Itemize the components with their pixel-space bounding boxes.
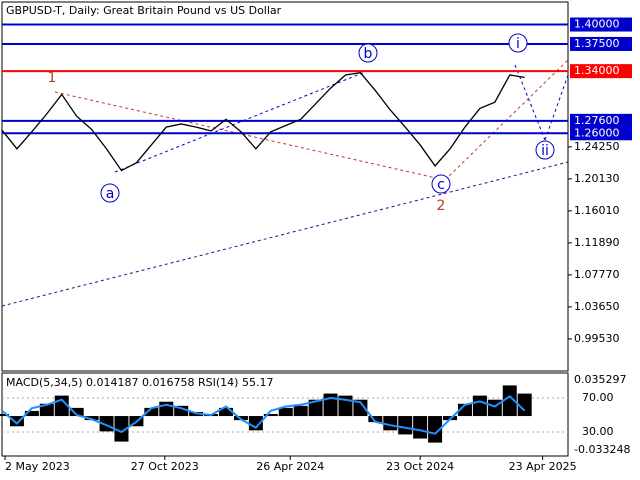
macd-bar xyxy=(114,416,129,442)
wave-label: a xyxy=(106,186,115,202)
wave-circle xyxy=(100,183,120,203)
y-tick-label: 1.11890 xyxy=(574,236,620,249)
macd-bar xyxy=(24,410,39,417)
chart-title: GBPUSD-T, Daily: Great Britain Pound vs … xyxy=(6,4,282,17)
macd-bar xyxy=(219,407,234,417)
macd-bar xyxy=(39,403,54,417)
macd-bar xyxy=(472,395,487,417)
level-label: 1.27600 xyxy=(574,114,620,127)
y-tick-label: 0.99530 xyxy=(574,332,620,345)
macd-bar xyxy=(263,414,278,417)
main-frame xyxy=(1,1,569,372)
y2-tick-label: 70.00 xyxy=(582,391,614,404)
y-tick-label: 1.16010 xyxy=(574,204,620,217)
wave-label: 2 xyxy=(437,198,446,214)
x-tick-label: 27 Oct 2023 xyxy=(131,460,199,473)
level-label-bg xyxy=(570,17,632,32)
level-label-bg xyxy=(570,113,632,128)
macd-bar xyxy=(398,416,413,435)
y-tick-label: 1.07770 xyxy=(574,268,620,281)
sub-title: MACD(5,34,5) 0.014187 0.016758 RSI(14) 5… xyxy=(6,376,273,389)
macd-bar xyxy=(278,407,293,417)
macd-bar xyxy=(69,407,84,417)
wave-circle xyxy=(358,43,378,63)
macd-bar xyxy=(502,385,517,417)
wave-label: c xyxy=(437,177,445,193)
x-tick-label: 26 Apr 2024 xyxy=(256,460,324,473)
level-label: 1.37500 xyxy=(574,37,620,50)
wave-label: ii xyxy=(541,143,549,159)
wave-label: 1 xyxy=(48,70,57,86)
macd-bar xyxy=(84,416,99,421)
wave-label: i xyxy=(516,36,520,52)
y-tick-label: 1.24250 xyxy=(574,140,620,153)
x-tick-label: 2 May 2023 xyxy=(5,460,70,473)
wave-lines xyxy=(1,59,569,307)
x-tick-label: 23 Oct 2024 xyxy=(386,460,454,473)
macd-bar xyxy=(174,405,189,417)
macd-bar xyxy=(353,399,368,417)
macd-bar xyxy=(144,407,159,417)
y-tick-label: 1.03650 xyxy=(574,300,620,313)
price-line xyxy=(1,71,525,172)
y-tick-label: 1.20130 xyxy=(574,172,620,185)
rsi-line xyxy=(1,395,526,435)
y2-tick-label: 30.00 xyxy=(582,425,614,438)
wave-circle xyxy=(431,174,451,194)
level-label-bg xyxy=(570,64,632,79)
level-label: 1.34000 xyxy=(574,64,620,77)
macd-bar xyxy=(293,405,308,417)
wave-circle xyxy=(535,140,555,160)
x-tick-label: 23 Apr 2025 xyxy=(509,460,577,473)
y-tick-label: -0.033248 xyxy=(574,443,630,456)
level-label-bg xyxy=(570,36,632,51)
wave-label: b xyxy=(364,46,373,62)
macd-bar xyxy=(9,416,24,427)
macd-bar xyxy=(308,399,323,417)
wave-circle xyxy=(508,33,528,53)
macd-bar xyxy=(428,416,443,443)
macd-bar xyxy=(413,416,428,439)
macd-bar xyxy=(368,416,383,423)
macd-bar xyxy=(0,414,9,417)
level-label: 1.26000 xyxy=(574,126,620,139)
level-label-bg xyxy=(570,126,632,141)
macd-bar xyxy=(323,393,338,417)
level-label: 1.40000 xyxy=(574,18,620,31)
macd-bar xyxy=(517,393,532,417)
y-tick-label: 0.035297 xyxy=(574,373,627,386)
